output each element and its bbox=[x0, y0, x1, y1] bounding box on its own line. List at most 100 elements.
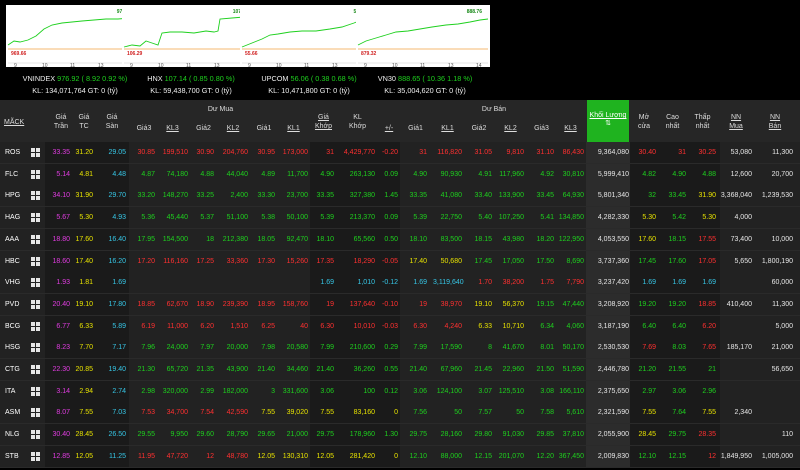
col-buy-kl2[interactable]: KL2 bbox=[226, 125, 240, 132]
col-ma-ck[interactable]: MÃCK bbox=[4, 119, 25, 126]
grid-icon[interactable] bbox=[31, 299, 40, 309]
grid-icon[interactable] bbox=[31, 321, 40, 331]
grid-icon[interactable] bbox=[31, 365, 40, 374]
col-buy-kl1[interactable]: KL1 bbox=[287, 125, 300, 132]
symbol-cell[interactable]: STB bbox=[5, 452, 19, 460]
grid-icon[interactable] bbox=[31, 343, 40, 353]
gia-tran-cell: 18.80 bbox=[52, 235, 70, 243]
cell-bg bbox=[45, 228, 129, 250]
change-cell: 0.29 bbox=[384, 344, 398, 352]
col-change[interactable]: +/- bbox=[384, 125, 394, 132]
table-row[interactable]: CTG 22.30 20.85 19.40 21.30 65,720 21.35 43,900… bbox=[0, 359, 800, 381]
col-gia-tran[interactable]: Giá Trần bbox=[53, 114, 69, 130]
col-buy-giá2[interactable]: Giá2 bbox=[196, 125, 211, 132]
grid-icon[interactable] bbox=[31, 191, 40, 201]
table-row[interactable]: NLG 30.40 28.45 26.50 29.55 9,950 29.60 28,790 2… bbox=[0, 424, 800, 447]
grid-icon[interactable] bbox=[31, 451, 40, 461]
table-row[interactable]: HBC 18.60 17.40 16.20 17.20 116,160 17.25 33,36… bbox=[0, 250, 800, 273]
change-cell: 0 bbox=[394, 452, 398, 460]
grid-icon[interactable] bbox=[31, 408, 40, 418]
symbol-cell[interactable]: CTG bbox=[5, 366, 20, 373]
open-price-cell: 17.45 bbox=[638, 257, 656, 265]
symbol-cell[interactable]: ITA bbox=[5, 387, 16, 395]
index-change: 976.92 ( 8.92 0.92 %) bbox=[57, 74, 128, 83]
col-gia-khop[interactable]: Giá Khớp bbox=[314, 114, 333, 130]
col-gia-san[interactable]: Giá Sàn bbox=[105, 114, 119, 130]
match-price-cell: 33.35 bbox=[316, 192, 334, 200]
buy-price-cell: 17.20 bbox=[137, 257, 155, 265]
col-nn-ban[interactable]: NN Bán bbox=[768, 114, 782, 130]
col-buy-giá3[interactable]: Giá3 bbox=[136, 125, 152, 132]
symbol-cell[interactable]: HSG bbox=[5, 344, 21, 352]
symbol-cell[interactable]: VHG bbox=[5, 279, 21, 287]
index-vnindex[interactable]: 978.71969.66910111314VNINDEX 976.92 ( 8.… bbox=[0, 0, 150, 100]
col-sell-giá1[interactable]: Giá1 bbox=[408, 125, 423, 132]
index-vn30[interactable]: 888.76 879.32 9 10 11 13 14 VN30 888.65 ( 10.36… bbox=[350, 0, 500, 100]
table-row[interactable]: ITA 3.14 2.94 2.74 2.98 320,000 2.99 182,000 3 33… bbox=[0, 380, 800, 403]
col-cao-nhat[interactable]: Cao nhất bbox=[665, 114, 680, 130]
table-row[interactable]: HAG 5.67 5.30 4.93 5.36 45,440 5.37 51,100 5.38 5… bbox=[0, 207, 800, 230]
grid-icon[interactable] bbox=[31, 234, 40, 244]
col-sell-giá3[interactable]: Giá3 bbox=[534, 125, 549, 132]
grid-icon[interactable] bbox=[31, 148, 40, 157]
match-price-cell: 12.05 bbox=[316, 452, 334, 460]
cell-bg bbox=[129, 272, 310, 294]
grid-icon[interactable] bbox=[31, 386, 40, 396]
table-row[interactable]: HSG 8.23 7.70 7.17 7.96 24,000 7.97 20,000 7.98 2… bbox=[0, 337, 800, 360]
grid-icon[interactable] bbox=[31, 256, 40, 266]
table-row[interactable]: ASM 8.07 7.55 7.03 7.53 34,700 7.54 42,590 7.55 3… bbox=[0, 402, 800, 425]
table-row[interactable]: AAA 18.80 17.60 16.40 17.95 154,500 18 212,380 1… bbox=[0, 228, 800, 251]
grid-icon[interactable] bbox=[31, 213, 40, 223]
symbol-cell[interactable]: HAG bbox=[5, 214, 21, 222]
col-kl-khop[interactable]: KL Khớp bbox=[348, 114, 367, 130]
cell-bg bbox=[630, 228, 720, 250]
index-upcom[interactable]: 56.0555.66910111314UPCOM 56.06 ( 0.38 0.… bbox=[234, 0, 384, 100]
cell-bg bbox=[400, 185, 586, 207]
cell-bg bbox=[586, 142, 630, 163]
sell-price-cell: 4.91 bbox=[478, 170, 492, 178]
symbol-cell[interactable]: ASM bbox=[5, 409, 21, 417]
grid-icon[interactable] bbox=[31, 278, 40, 288]
col-sell-giá2[interactable]: Giá2 bbox=[471, 125, 487, 132]
table-row[interactable]: PVD 20.40 19.10 17.80 18.85 62,670 18.90 239,39… bbox=[0, 293, 800, 316]
symbol-cell[interactable]: BCG bbox=[5, 322, 21, 330]
cell-bg bbox=[45, 250, 129, 272]
sell-volume-cell: 9,810 bbox=[506, 149, 524, 156]
cell-bg bbox=[400, 142, 586, 163]
col-sell-kl1[interactable]: KL1 bbox=[441, 125, 454, 132]
grid-icon[interactable] bbox=[31, 169, 40, 179]
col-mo-cua[interactable]: Mở cửa bbox=[637, 114, 651, 130]
match-volume-cell: 83,160 bbox=[353, 409, 375, 417]
grid-icon[interactable] bbox=[31, 430, 40, 440]
table-row[interactable]: ROS 33.35 31.20 29.05 30.85 199,510 30.90 204,7… bbox=[0, 142, 800, 164]
index-chart[interactable]: 978.71969.66910111314 bbox=[6, 5, 140, 69]
symbol-cell[interactable]: HPG bbox=[5, 192, 21, 200]
sell-price-cell: 3.06 bbox=[413, 387, 427, 395]
match-price-cell: 7.55 bbox=[320, 409, 334, 417]
symbol-cell[interactable]: PVD bbox=[5, 300, 20, 308]
cell-bg bbox=[310, 142, 400, 163]
col-sell-kl2[interactable]: KL2 bbox=[504, 125, 517, 132]
table-row[interactable]: HPG 34.10 31.90 29.70 33.20 148,270 33.25 2,400… bbox=[0, 185, 800, 208]
symbol-cell[interactable]: HBC bbox=[5, 257, 20, 265]
symbol-cell[interactable]: ROS bbox=[5, 149, 21, 156]
table-row[interactable]: BCG 6.77 6.33 5.89 6.19 11,000 6.20 1,510 6.25 40… bbox=[0, 315, 800, 338]
table-row[interactable]: FLC 5.14 4.81 4.48 4.87 74,180 4.88 44,040 4.89 1… bbox=[0, 163, 800, 186]
col-khoi-luong[interactable]: Khối Lượng ⇅ bbox=[587, 100, 629, 142]
col-buy-giá1[interactable]: Giá1 bbox=[256, 125, 272, 132]
index-chart[interactable]: 56.0555.66910111314 bbox=[240, 5, 374, 69]
table-row[interactable]: STB 12.85 12.05 11.25 11.95 47,720 12 48,780 12.… bbox=[0, 445, 800, 468]
index-chart[interactable]: 107.28106.29910111314 bbox=[122, 5, 256, 69]
symbol-cell[interactable]: NLG bbox=[5, 431, 20, 439]
symbol-cell[interactable]: FLC bbox=[5, 170, 19, 178]
sell-volume-cell: 41,670 bbox=[502, 344, 524, 352]
index-chart[interactable]: 888.76 879.32 9 10 11 13 14 bbox=[356, 5, 490, 69]
table-row[interactable]: VHG 1.93 1.81 1.69 1.69 1,010 -0.12 1.69 3,119,6… bbox=[0, 272, 800, 295]
symbol-cell[interactable]: AAA bbox=[5, 235, 20, 243]
col-nn-mua[interactable]: NN Mua bbox=[729, 114, 743, 130]
index-hnx[interactable]: 107.28106.29910111314HNX 107.14 ( 0.85 0… bbox=[116, 0, 266, 100]
col-thap-nhat[interactable]: Thấp nhất bbox=[694, 114, 711, 130]
col-buy-kl3[interactable]: KL3 bbox=[166, 125, 179, 132]
col-gia-tc[interactable]: Giá TC bbox=[78, 114, 90, 130]
col-sell-kl3[interactable]: KL3 bbox=[564, 125, 577, 132]
